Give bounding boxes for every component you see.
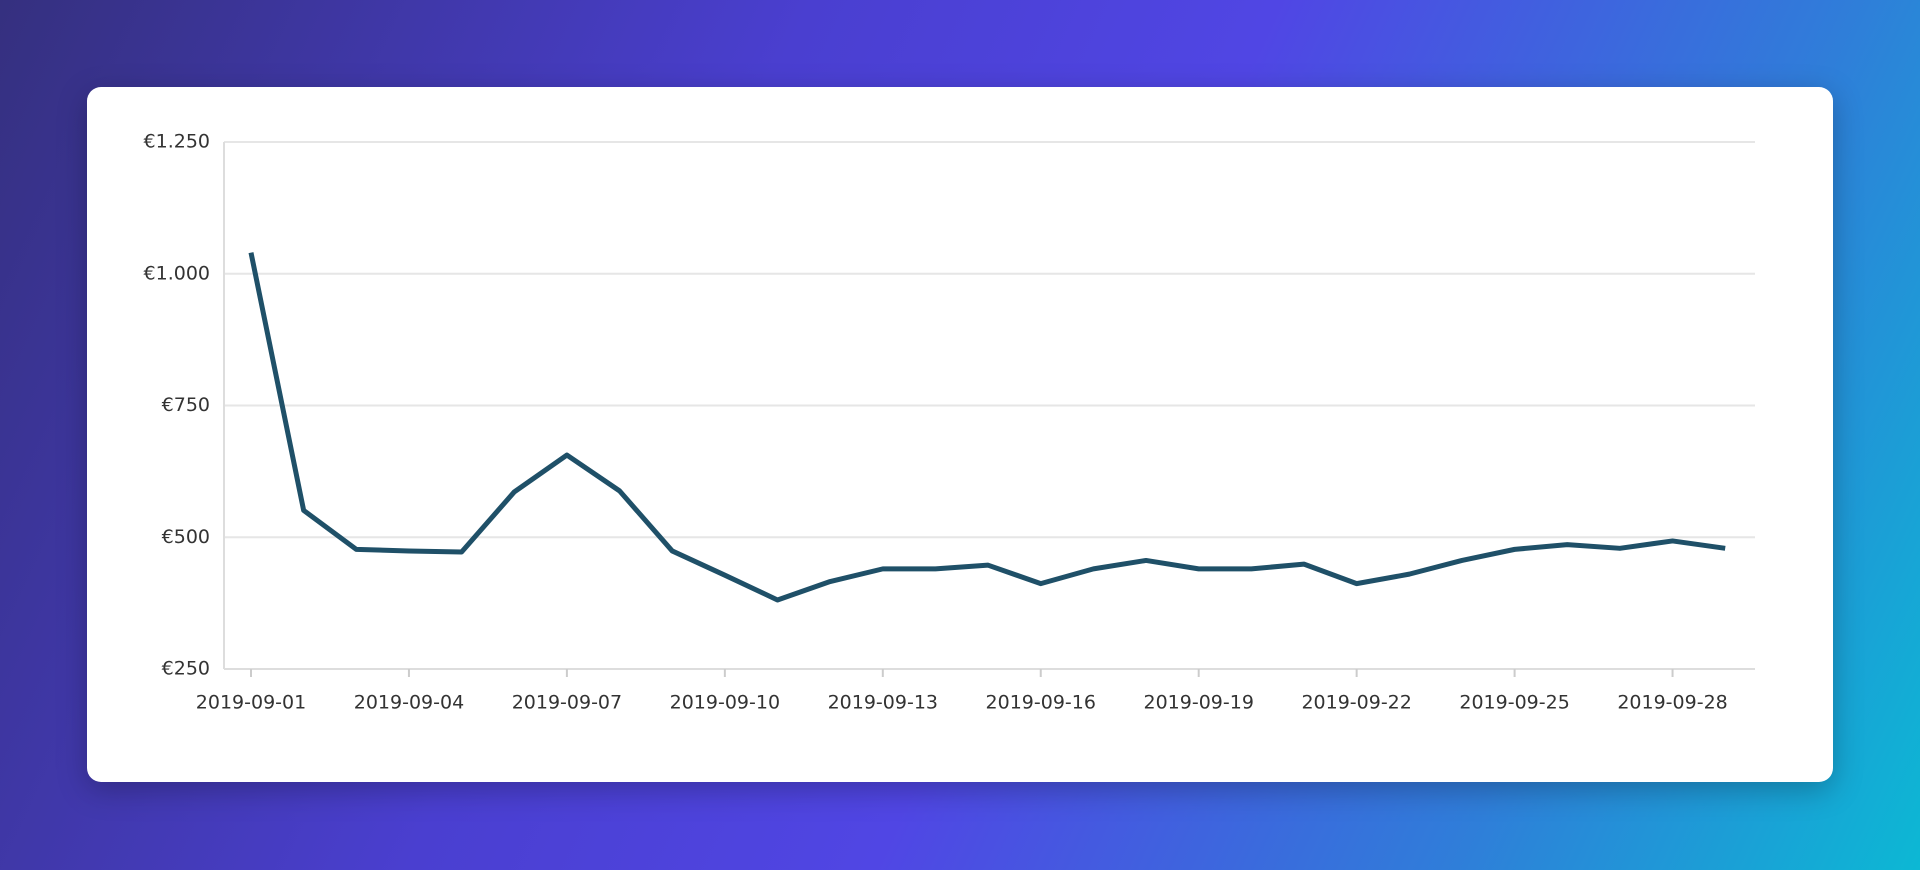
x-tick-label: 2019-09-10 <box>670 692 780 714</box>
x-tick-label: 2019-09-16 <box>986 692 1096 714</box>
x-tick-label: 2019-09-19 <box>1143 692 1253 714</box>
y-tick-label: €1.000 <box>144 262 210 284</box>
y-tick-label: €250 <box>162 658 210 680</box>
x-tick-label: 2019-09-22 <box>1301 692 1411 714</box>
x-tick-label: 2019-09-25 <box>1459 692 1569 714</box>
x-tick-label: 2019-09-01 <box>196 692 306 714</box>
line-series <box>248 252 1726 603</box>
y-tick-label: €1.250 <box>144 131 210 153</box>
y-tick-label: €500 <box>162 526 210 548</box>
x-tick-label: 2019-09-04 <box>354 692 464 714</box>
x-tick-label: 2019-09-07 <box>512 692 622 714</box>
y-tick-label: €750 <box>162 394 210 416</box>
chart-card <box>87 87 1833 782</box>
x-tick-label: 2019-09-28 <box>1617 692 1727 714</box>
x-tick-label: 2019-09-13 <box>828 692 938 714</box>
